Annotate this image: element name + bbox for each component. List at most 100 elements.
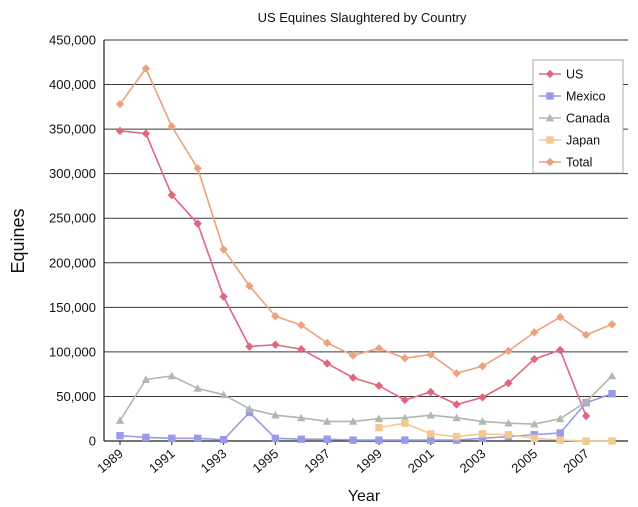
legend-item-canada: Canada: [539, 112, 610, 126]
data-point: [427, 436, 435, 444]
data-point: [219, 292, 228, 301]
data-point: [426, 410, 435, 419]
data-point: [322, 338, 332, 348]
data-point: [348, 351, 358, 360]
data-point: [582, 437, 590, 445]
series-total: [115, 64, 617, 378]
data-point: [401, 419, 409, 427]
data-point: [426, 387, 435, 397]
data-point: [607, 320, 617, 329]
data-point: [556, 429, 564, 437]
data-point: [478, 430, 487, 438]
y-axis-ticks: 0 50,000 100,000 150,000 200,000 250,000 300,0…: [49, 33, 96, 449]
legend-swatch-marker: [546, 92, 554, 100]
data-point: [219, 245, 228, 254]
data-point: [141, 64, 151, 73]
data-point: [297, 435, 305, 443]
data-point: [348, 373, 358, 382]
x-tick-label: 1997: [301, 446, 333, 476]
series-us: [115, 126, 591, 421]
series-line: [119, 66, 613, 375]
legend-swatch-marker: [545, 157, 555, 167]
legend-label: Total: [566, 156, 592, 170]
data-point: [530, 419, 539, 428]
data-point: [374, 381, 384, 390]
data-point: [581, 411, 591, 421]
x-tick-label: 1991: [146, 446, 178, 476]
data-point: [141, 129, 151, 138]
series-mexico: [116, 390, 616, 444]
data-point: [323, 435, 331, 443]
x-tick-label: 1993: [198, 446, 230, 476]
data-point: [452, 432, 461, 441]
legend-box: [532, 59, 624, 174]
data-point: [271, 410, 280, 419]
data-point: [271, 434, 280, 443]
data-point: [245, 342, 254, 351]
data-point: [427, 430, 435, 438]
data-point: [297, 320, 306, 330]
y-tick-label: 250,000: [49, 211, 96, 226]
y-tick-label: 50,000: [56, 389, 96, 404]
data-point: [271, 312, 280, 321]
legend-label: US: [566, 68, 583, 82]
series-line: [119, 375, 613, 425]
data-point: [504, 418, 513, 427]
data-point: [193, 384, 202, 392]
data-point: [245, 281, 254, 291]
data-point: [401, 436, 409, 444]
data-point: [530, 354, 539, 364]
y-tick-label: 200,000: [49, 255, 96, 270]
data-point: [581, 397, 591, 406]
data-point: [348, 417, 358, 425]
data-point: [322, 417, 332, 425]
y-tick-label: 300,000: [49, 166, 96, 181]
data-point: [504, 378, 513, 388]
data-point: [607, 371, 617, 380]
chart-title: US Equines Slaughtered by Country: [258, 10, 467, 25]
data-point: [141, 375, 151, 383]
data-point: [608, 390, 616, 398]
data-point: [297, 345, 306, 354]
x-tick-label: 2003: [457, 446, 489, 476]
data-point: [452, 400, 461, 409]
x-tick-label: 1995: [249, 446, 281, 476]
data-point: [478, 393, 487, 402]
data-point: [142, 433, 150, 442]
data-point: [219, 390, 228, 399]
data-point: [193, 219, 202, 228]
data-point: [193, 434, 202, 443]
legend-item-total: Total: [539, 156, 592, 170]
series-group: [115, 64, 617, 445]
legend-item-mexico: Mexico: [539, 90, 606, 104]
y-tick-label: 150,000: [49, 300, 96, 315]
grid: [104, 39, 628, 397]
data-point: [167, 371, 176, 380]
data-point: [478, 361, 487, 371]
data-point: [556, 345, 565, 355]
legend-label: Japan: [566, 134, 600, 148]
series-canada: [115, 371, 617, 428]
y-tick-label: 450,000: [49, 33, 96, 48]
y-tick-label: 100,000: [49, 344, 96, 359]
series-line: [119, 393, 613, 441]
data-point: [193, 164, 202, 173]
x-tick-label: 2001: [405, 446, 437, 476]
data-point: [400, 395, 410, 405]
series-japan: [375, 419, 616, 445]
data-point: [245, 408, 254, 417]
data-point: [167, 122, 176, 131]
legend-label: Mexico: [566, 90, 606, 104]
legend-swatch-marker: [545, 69, 555, 79]
legend: US Mexico Canada Japan Total: [532, 59, 624, 174]
y-tick-label: 0: [89, 434, 96, 449]
data-point: [504, 346, 513, 356]
legend-swatch-marker: [545, 113, 555, 122]
data-point: [115, 416, 125, 424]
data-point: [556, 414, 565, 423]
data-point: [374, 344, 384, 353]
data-point: [245, 404, 254, 413]
x-tick-label: 1999: [353, 446, 385, 476]
